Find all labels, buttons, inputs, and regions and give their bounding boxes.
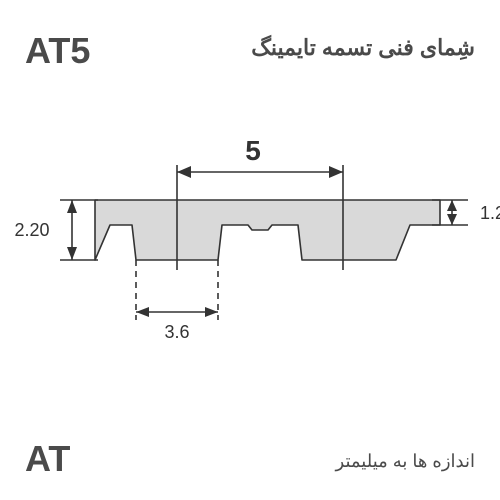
backing-label: 1.20: [480, 203, 500, 223]
tooth-height-label: 2.20: [14, 220, 49, 240]
tooth-width-label: 3.6: [164, 322, 189, 342]
arrowhead: [447, 214, 457, 225]
series-code: AT: [25, 438, 70, 480]
arrowhead: [177, 166, 191, 178]
belt-profile: [95, 200, 440, 260]
units-note: اندازه ها به میلیمتر: [336, 451, 475, 472]
page-title: شِمای فنی تسمه تایمینگ: [251, 35, 475, 61]
model-code: AT5: [25, 30, 90, 72]
arrowhead: [67, 247, 77, 260]
arrowhead: [67, 200, 77, 213]
pitch-label: 5: [245, 135, 261, 166]
arrowhead: [136, 307, 149, 317]
arrowhead: [205, 307, 218, 317]
arrowhead: [447, 200, 457, 211]
belt-profile-diagram: 5 2.20 1.20 3.6: [0, 130, 500, 390]
arrowhead: [329, 166, 343, 178]
